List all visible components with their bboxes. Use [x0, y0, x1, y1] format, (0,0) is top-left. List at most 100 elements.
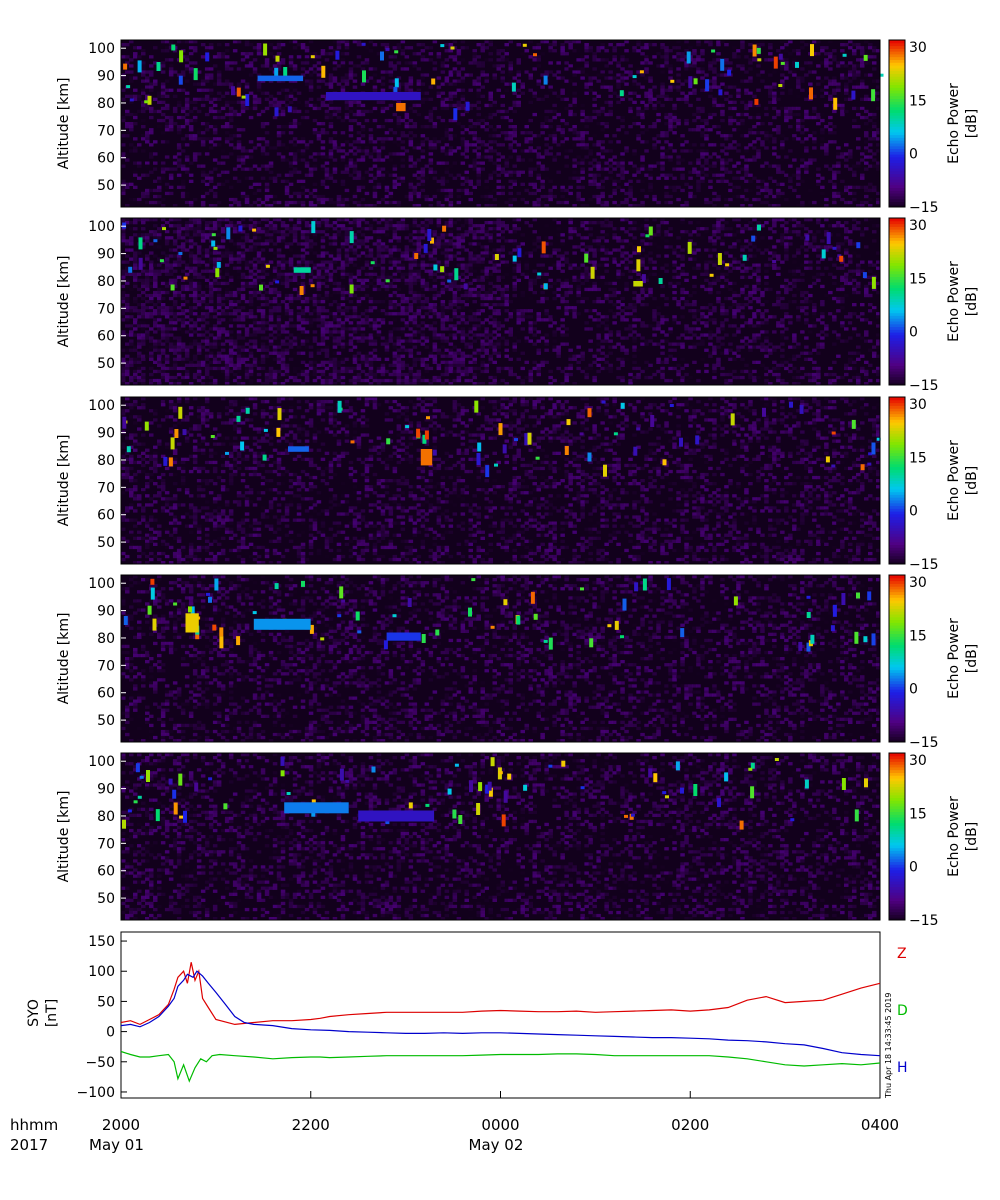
colorbar-step: [889, 778, 905, 782]
echo-mark: [241, 95, 246, 99]
echo-mark: [240, 441, 245, 451]
colorbar-tick-label: 15: [909, 93, 927, 109]
echo-mark: [345, 779, 350, 783]
echo-mark: [503, 599, 508, 606]
colorbar-step: [889, 243, 905, 247]
echo-mark: [183, 276, 188, 280]
colorbar-step: [889, 483, 905, 487]
mag-frame: [120, 931, 881, 1099]
echo-mark: [669, 404, 674, 407]
colorbar-step: [889, 486, 905, 490]
colorbar-step: [889, 625, 905, 629]
echo-mark: [170, 284, 175, 291]
colorbar-step: [889, 491, 905, 495]
colorbar-step: [889, 541, 905, 545]
colorbar-tick-label: 30: [909, 575, 927, 591]
mag-y-tick-label: 50: [97, 994, 115, 1010]
echo-mark: [642, 578, 647, 591]
echo-mark: [211, 240, 216, 247]
echo-mark: [639, 70, 644, 74]
colorbar-step: [889, 881, 905, 885]
echo-mark: [867, 462, 872, 466]
echo-mark: [450, 46, 455, 50]
colorbar-step: [889, 878, 905, 882]
colorbar-step: [889, 262, 905, 266]
echo-mark: [408, 802, 413, 809]
echo-mark: [603, 464, 607, 477]
echo-mark: [773, 56, 778, 69]
colorbar-step: [889, 533, 905, 537]
echo-mark: [580, 587, 584, 591]
colorbar-step: [889, 719, 905, 723]
echo-mark: [425, 803, 430, 807]
colorbar-step: [889, 104, 905, 108]
colorbar-step: [889, 500, 905, 504]
colorbar-step: [889, 248, 905, 252]
echo-mark: [622, 598, 627, 611]
echo-mark: [263, 43, 268, 56]
colorbar-step: [889, 301, 905, 305]
colorbar-step: [889, 87, 905, 91]
colorbar-step: [889, 516, 905, 520]
echo-mark: [537, 272, 542, 276]
echo-mark: [634, 582, 639, 592]
echo-mark: [144, 100, 149, 104]
echo-mark: [751, 235, 756, 242]
colorbar-step: [889, 664, 905, 668]
echo-mark: [778, 84, 783, 87]
echo-mark: [208, 777, 213, 781]
colorbar-step: [889, 67, 905, 72]
echo-panel-3: 50 60 70 80 90 100 Altitude [km] −15 0 15 30 Echo P…: [56, 396, 980, 573]
echo-mark: [245, 407, 250, 414]
echo-mark: [362, 70, 366, 83]
colorbar-step: [889, 318, 905, 322]
series-h-line: [120, 970, 881, 1057]
colorbar-step: [889, 218, 905, 222]
echo-mark: [825, 456, 830, 463]
echo-layer: [293, 267, 311, 273]
colorbar-step: [889, 120, 905, 124]
echo-mark: [469, 780, 473, 793]
echo-mark: [275, 280, 280, 284]
echo-mark: [424, 430, 429, 440]
colorbar-step: [889, 234, 905, 238]
x-tick-label: 0200: [671, 1116, 709, 1134]
colorbar-step: [889, 513, 905, 518]
echo-mark: [718, 89, 723, 96]
echo-mark: [867, 591, 872, 601]
echo-mark: [407, 598, 412, 607]
colorbar-tick-label: 15: [909, 628, 927, 644]
colorbar-step: [889, 658, 905, 662]
echo-mark: [498, 771, 503, 775]
colorbar-frame: [888, 217, 906, 386]
echo-mark: [215, 268, 220, 278]
magnetometer-panel: −100 −50 0 50 100 150 SYO [nT] Z D H: [26, 931, 908, 1101]
echo-mark: [370, 261, 375, 265]
colorbar-step: [889, 597, 905, 601]
echo-mark: [214, 578, 219, 591]
colorbar-step: [889, 179, 905, 183]
echo-mark: [421, 634, 426, 643]
y-axis-label: Altitude [km]: [56, 613, 72, 705]
legend-z: Z: [897, 946, 907, 962]
colorbar-step: [889, 794, 905, 799]
colorbar-step: [889, 351, 905, 355]
colorbar-step: [889, 536, 905, 540]
echo-mark: [665, 795, 669, 799]
echo-mark: [178, 406, 183, 419]
echo-mark: [653, 773, 658, 783]
echo-mark: [837, 254, 842, 258]
colorbar-step: [889, 220, 905, 225]
echo-mark: [507, 773, 512, 780]
colorbar-step: [889, 730, 905, 735]
echo-mark: [535, 456, 540, 460]
colorbar-step: [889, 131, 905, 136]
echo-mark: [213, 246, 218, 250]
colorbar-step: [889, 469, 905, 473]
echo-mark: [301, 580, 305, 587]
colorbar-step: [889, 129, 905, 133]
echo-layer: [288, 446, 309, 452]
colorbar-step: [889, 315, 905, 319]
panel-frame: [120, 574, 881, 743]
colorbar-step: [889, 636, 905, 640]
